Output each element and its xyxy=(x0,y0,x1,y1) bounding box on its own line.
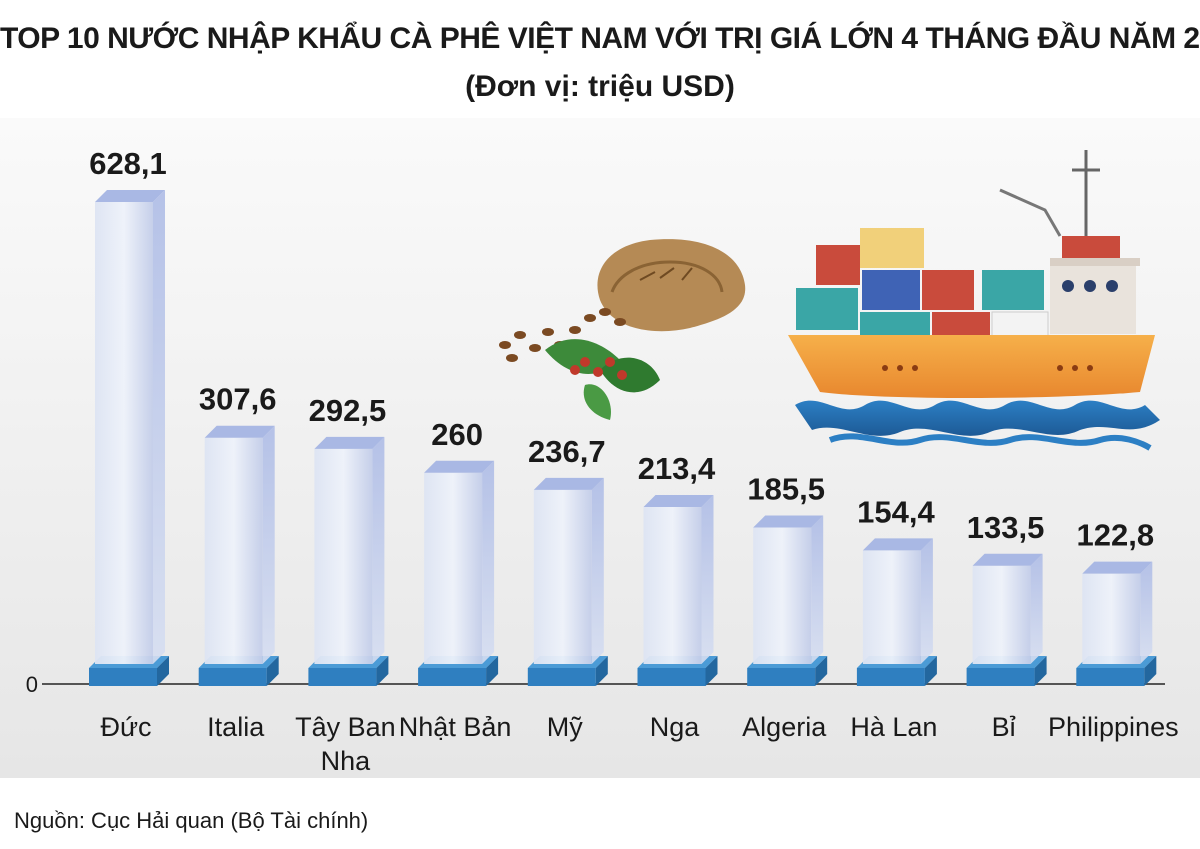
category-label: Philippines xyxy=(1048,712,1179,742)
y-axis-zero-label: 0 xyxy=(26,672,38,697)
category-label: Algeria xyxy=(742,712,827,742)
category-label: Italia xyxy=(207,712,265,742)
value-label: 292,5 xyxy=(309,393,387,428)
value-label: 628,1 xyxy=(89,146,167,181)
value-label: 122,8 xyxy=(1077,518,1155,553)
bar xyxy=(308,436,389,686)
value-label: 236,7 xyxy=(528,434,606,469)
bars-group xyxy=(89,190,1157,686)
bar xyxy=(856,538,937,686)
cargo-ship-illustration xyxy=(788,150,1160,451)
bar xyxy=(747,515,828,686)
bar xyxy=(966,553,1047,686)
chart-title: TOP 10 NƯỚC NHẬP KHẨU CÀ PHÊ VIỆT NAM VỚ… xyxy=(0,22,1200,55)
coffee-sack-illustration xyxy=(499,239,746,420)
value-label: 260 xyxy=(431,417,483,452)
category-label: Tây Ban Nha xyxy=(295,712,396,776)
chart-subtitle: (Đơn vị: triệu USD) xyxy=(465,70,735,103)
value-label: 307,6 xyxy=(199,382,277,417)
bar xyxy=(637,495,718,686)
category-label: Nhật Bản xyxy=(399,712,512,742)
value-labels-group: 628,1 307,6 292,5 260 236,7 213,4 185,5 154,4 13… xyxy=(89,146,1154,553)
category-label: Đức xyxy=(100,712,151,742)
bar xyxy=(527,477,608,686)
value-label: 213,4 xyxy=(638,451,716,486)
bar xyxy=(1076,561,1157,686)
category-label: Hà Lan xyxy=(850,712,937,742)
category-label: Bỉ xyxy=(992,712,1016,742)
source-note: Nguồn: Cục Hải quan (Bộ Tài chính) xyxy=(14,808,369,833)
value-label: 154,4 xyxy=(857,494,935,529)
bar xyxy=(418,460,499,686)
category-label: Nga xyxy=(650,712,701,742)
value-label: 133,5 xyxy=(967,510,1045,545)
category-label: Mỹ xyxy=(547,712,583,742)
bar xyxy=(89,190,169,686)
bar xyxy=(198,425,279,686)
value-label: 185,5 xyxy=(747,472,825,507)
